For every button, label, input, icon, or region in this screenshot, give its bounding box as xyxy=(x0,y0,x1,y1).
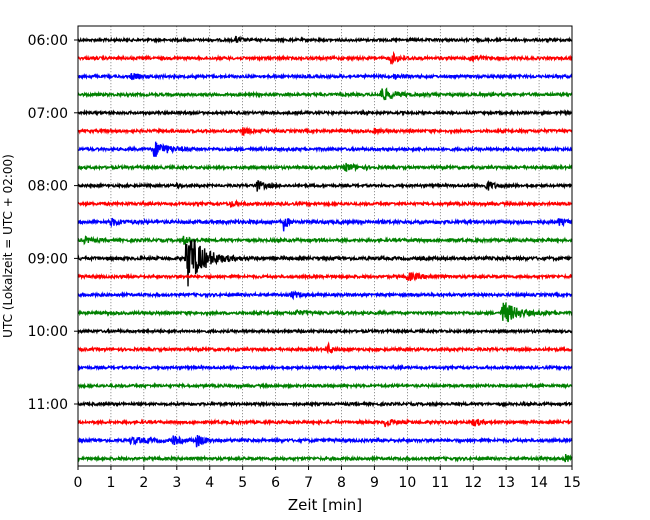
trace-0845 xyxy=(77,235,573,246)
trace-1130 xyxy=(77,434,573,448)
trace-1000 xyxy=(77,327,573,336)
trace-0930 xyxy=(77,290,573,301)
x-tick-label: 1 xyxy=(106,475,115,491)
x-tick-label: 4 xyxy=(205,475,214,491)
x-tick-label: 15 xyxy=(563,475,581,491)
x-tick-label: 10 xyxy=(398,475,416,491)
x-tick-label: 12 xyxy=(464,475,482,491)
y-tick-label: 07:00 xyxy=(28,106,68,122)
x-tick-label: 3 xyxy=(172,475,181,491)
trace-0945 xyxy=(77,302,573,323)
x-tick-label: 5 xyxy=(238,475,247,491)
y-tick-label: 06:00 xyxy=(28,33,68,49)
y-tick-label: 08:00 xyxy=(28,179,68,195)
trace-0900 xyxy=(77,238,573,287)
trace-0730 xyxy=(77,141,573,157)
x-axis-label: Zeit [min] xyxy=(288,496,362,514)
x-tick-label: 0 xyxy=(74,475,83,491)
trace-0800 xyxy=(77,179,573,192)
x-tick-label: 8 xyxy=(337,475,346,491)
y-tick-label: 11:00 xyxy=(28,397,68,413)
trace-1115 xyxy=(77,417,573,428)
trace-1145 xyxy=(77,453,573,463)
y-tick-label: 10:00 xyxy=(28,324,68,340)
trace-1030 xyxy=(77,363,573,372)
x-tick-label: 13 xyxy=(497,475,515,491)
trace-1100 xyxy=(77,400,573,408)
x-ticks: 0 1 2 3 4 5 6 7 8 9 10 11 12 13 14 15 xyxy=(74,466,581,491)
trace-1045 xyxy=(77,381,573,390)
plot-frame xyxy=(77,25,573,467)
trace-0615 xyxy=(77,50,573,66)
trace-0745 xyxy=(77,162,573,173)
trace-0915 xyxy=(77,271,573,282)
y-ticks: 06:00 07:00 08:00 09:00 10:00 11:00 xyxy=(28,33,78,413)
trace-0600 xyxy=(77,35,573,44)
x-tick-label: 6 xyxy=(271,475,280,491)
trace-0815 xyxy=(77,198,573,209)
x-tick-label: 9 xyxy=(370,475,379,491)
trace-0715 xyxy=(77,126,573,137)
trace-1015 xyxy=(77,341,573,355)
x-tick-label: 11 xyxy=(431,475,449,491)
y-tick-label: 09:00 xyxy=(28,251,68,267)
trace-0830 xyxy=(77,217,573,232)
x-tick-label: 2 xyxy=(139,475,148,491)
traces xyxy=(77,35,573,463)
x-tick-label: 14 xyxy=(530,475,548,491)
x-tick-label: 7 xyxy=(304,475,313,491)
trace-0645 xyxy=(77,87,573,101)
trace-0700 xyxy=(77,108,573,117)
y-axis-label: UTC (Lokalzeit = UTC + 02:00) xyxy=(1,154,15,338)
grid-lines xyxy=(110,26,540,466)
trace-0630 xyxy=(77,72,573,81)
